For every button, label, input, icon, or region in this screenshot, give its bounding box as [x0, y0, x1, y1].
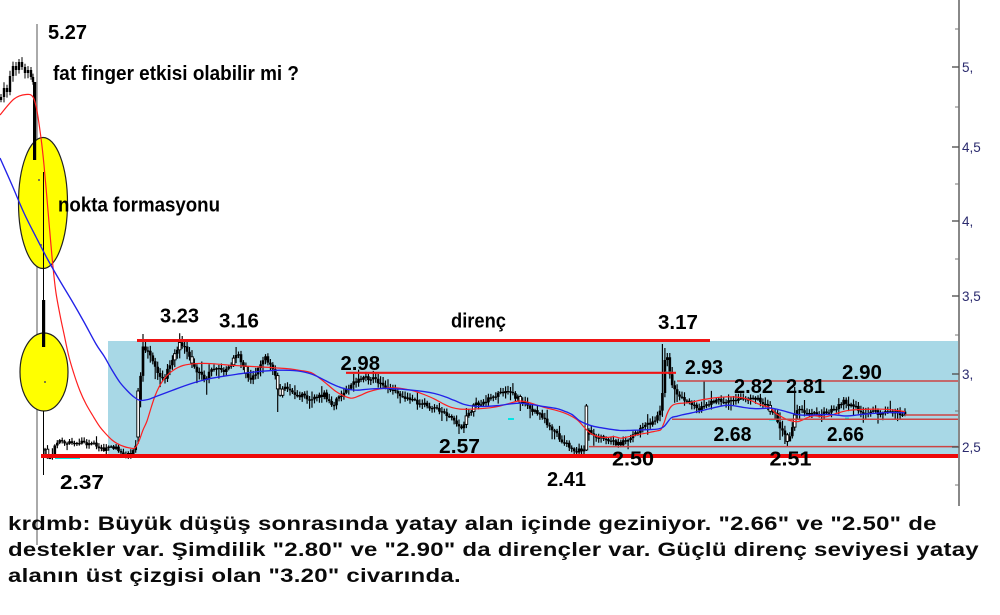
svg-text:2.82: 2.82 [734, 376, 773, 398]
svg-text:direnç: direnç [451, 311, 506, 333]
svg-text:2.50: 2.50 [612, 449, 654, 471]
svg-text:3.23: 3.23 [160, 306, 199, 328]
svg-text:3,5: 3,5 [962, 289, 981, 304]
svg-text:nokta formasyonu: nokta formasyonu [58, 195, 220, 217]
svg-text:3.16: 3.16 [219, 311, 259, 333]
svg-text:fat finger etkisi olabilir mi: fat finger etkisi olabilir mi ? [53, 63, 299, 85]
svg-text:2.37: 2.37 [60, 472, 104, 494]
svg-text:2.93: 2.93 [685, 357, 723, 379]
svg-text:2.90: 2.90 [842, 362, 882, 384]
svg-text:2.57: 2.57 [439, 436, 480, 458]
svg-text:5.27: 5.27 [48, 22, 87, 44]
svg-text:4,5: 4,5 [962, 140, 981, 155]
svg-text:2.51: 2.51 [770, 449, 812, 471]
svg-text:2.68: 2.68 [714, 424, 752, 446]
svg-text:2.98: 2.98 [341, 353, 381, 375]
svg-text:2.81: 2.81 [786, 376, 825, 398]
svg-text:2.41: 2.41 [547, 469, 586, 491]
svg-text:3,: 3, [962, 367, 973, 382]
svg-text:4,: 4, [962, 214, 973, 229]
svg-text:5,: 5, [962, 60, 973, 75]
svg-text:3.17: 3.17 [658, 312, 698, 334]
svg-text:2.66: 2.66 [827, 424, 864, 446]
svg-text:2,5: 2,5 [962, 440, 981, 455]
